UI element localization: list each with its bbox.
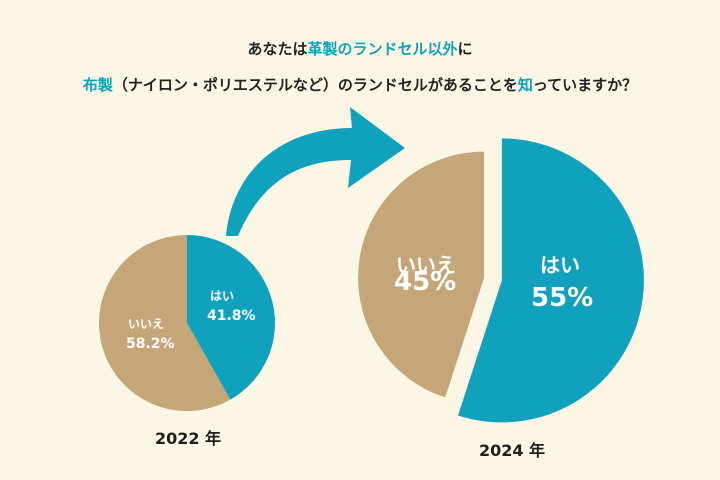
title-line-2-segment-1: （ナイロン・ポリエステルなど）のランドセルがあることを (112, 76, 518, 94)
pie-2024-yes-label: はい (540, 253, 580, 277)
title-line-1-segment-0: あなたは (247, 40, 308, 58)
pie-2024-slice-no (358, 151, 485, 398)
pie-2022-no-label: いいえ (128, 317, 164, 331)
pie-2024-yes-value: 55% (531, 283, 593, 313)
pie-2022-slice-no (99, 235, 231, 411)
year-label-2022: 2022 年 (155, 429, 221, 448)
title-line-2-segment-2: 知 (517, 76, 533, 94)
pie-2022-yes-value: 41.8% (207, 308, 256, 324)
question-title-line-2: 布製（ナイロン・ポリエステルなど）のランドセルがあることを知っていますか？ (0, 74, 720, 95)
pie-2022-yes-label: はい (210, 289, 234, 303)
title-line-2-segment-0: 布製 (82, 76, 113, 94)
trend-arrow (226, 107, 405, 236)
pie-2024: はい 55% いいえ 45% (358, 138, 644, 423)
title-line-2-segment-3: っていますか (532, 76, 623, 94)
year-label-2024: 2024 年 (479, 441, 545, 460)
pie-2024-slice-yes (458, 138, 644, 423)
title-line-1-segment-2: に (457, 40, 473, 58)
pie-2022: はい 41.8% いいえ 58.2% (99, 235, 275, 411)
pie-2024-no-value: 45% (394, 267, 456, 297)
pie-2024-no-label: いいえ (396, 253, 456, 277)
question-title-line-1: あなたは革製のランドセル以外に (0, 38, 720, 59)
title-line-2-segment-4: ？ (622, 76, 638, 94)
pie-2022-slice-yes (187, 235, 275, 400)
title-line-1-segment-1: 革製のランドセル以外 (307, 40, 458, 58)
pie-2022-no-value: 58.2% (126, 336, 175, 352)
